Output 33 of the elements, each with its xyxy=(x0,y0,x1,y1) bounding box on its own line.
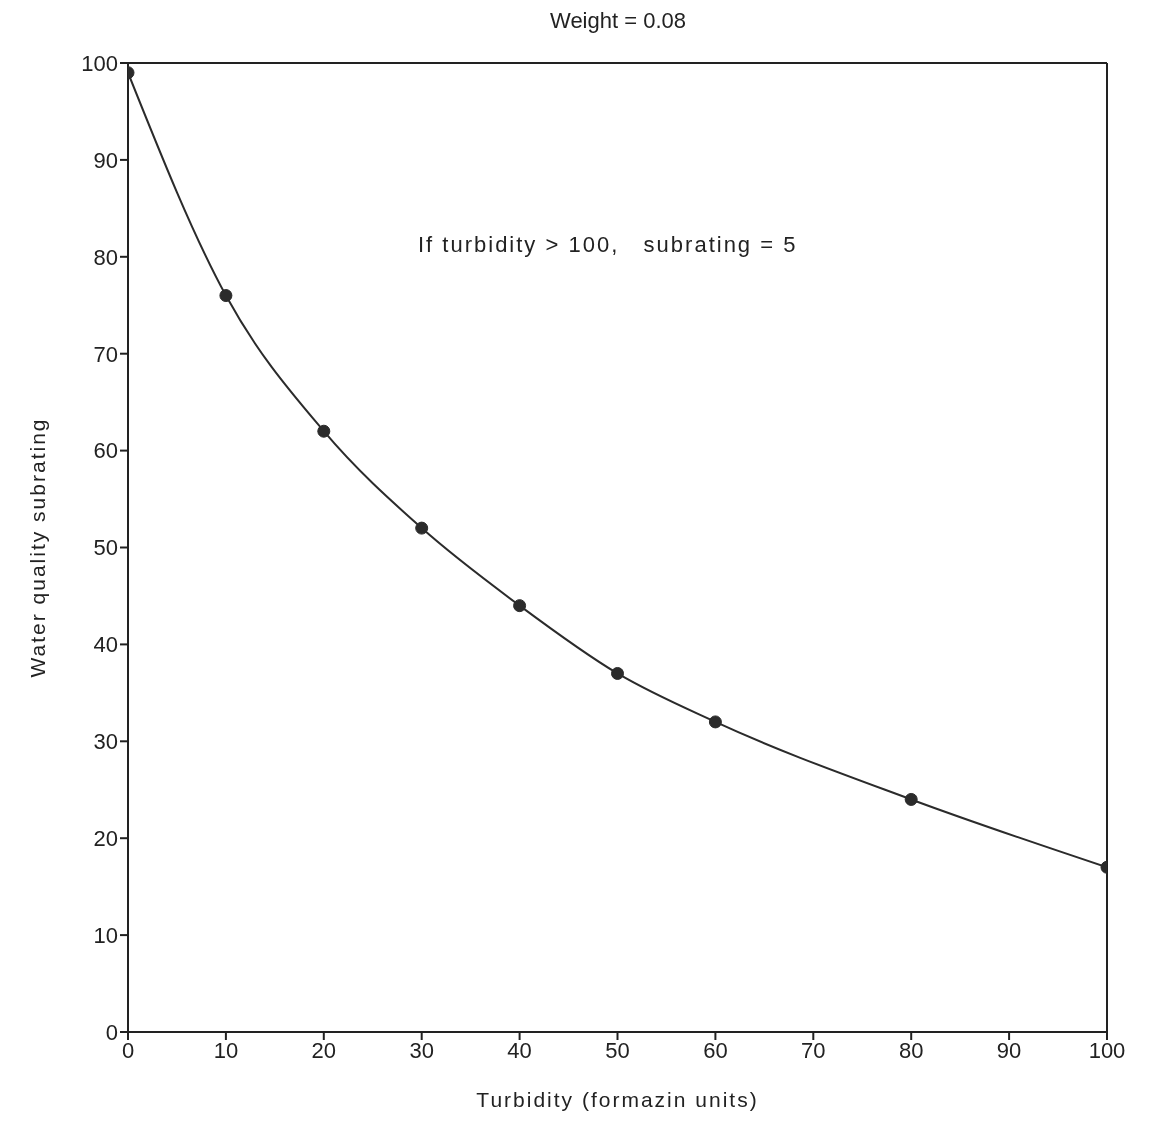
x-tick-label: 50 xyxy=(605,1037,630,1063)
y-tick-label: 60 xyxy=(93,438,118,464)
chart-title: Weight = 0.08 xyxy=(549,8,687,35)
x-tick-label: 10 xyxy=(213,1037,239,1063)
y-tick-label: 20 xyxy=(93,826,118,852)
point xyxy=(611,666,624,680)
y-tick-label: 10 xyxy=(93,922,118,948)
x-tick-label: 80 xyxy=(898,1037,924,1063)
x-tick-label: 20 xyxy=(311,1037,337,1063)
x-tick-label: 100 xyxy=(1088,1037,1126,1063)
y-tick-label: 50 xyxy=(93,535,118,561)
x-tick-label: 0 xyxy=(121,1037,135,1063)
x-tick-label: 40 xyxy=(507,1037,532,1063)
x-tick-label: 70 xyxy=(801,1037,826,1063)
point xyxy=(317,424,331,438)
annotation: If turbidity > 100, subrating = 5 xyxy=(418,232,798,258)
x-tick-label: 90 xyxy=(996,1037,1022,1063)
x-axis-title: Turbidity (formazin units) xyxy=(476,1088,759,1111)
y-tick-label: 0 xyxy=(105,1019,118,1045)
x-tick-label: 30 xyxy=(409,1037,434,1063)
y-tick-label: 70 xyxy=(93,341,118,367)
point xyxy=(415,521,429,535)
y-tick-label: 40 xyxy=(93,632,118,658)
y-tick-label: 30 xyxy=(93,729,118,755)
point xyxy=(708,715,722,729)
point xyxy=(219,289,233,303)
point xyxy=(904,792,918,806)
y-axis-title: Water quality subrating xyxy=(26,417,50,678)
y-tick-label: 90 xyxy=(93,147,118,173)
y-tick-label: 100 xyxy=(81,50,118,76)
x-tick-label: 60 xyxy=(703,1037,728,1063)
y-tick-label: 80 xyxy=(93,244,118,270)
point xyxy=(513,599,527,613)
